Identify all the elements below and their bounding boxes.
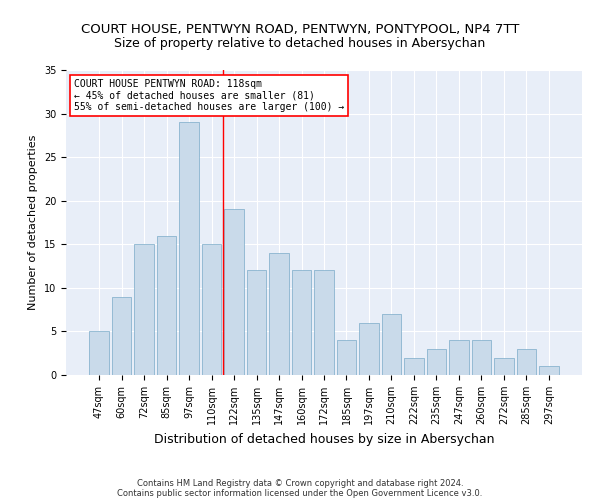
Bar bbox=[179, 122, 199, 375]
Text: COURT HOUSE, PENTWYN ROAD, PENTWYN, PONTYPOOL, NP4 7TT: COURT HOUSE, PENTWYN ROAD, PENTWYN, PONT… bbox=[81, 22, 519, 36]
Bar bbox=[292, 270, 311, 375]
Bar bbox=[494, 358, 514, 375]
Bar bbox=[382, 314, 401, 375]
Bar bbox=[89, 332, 109, 375]
Bar bbox=[269, 253, 289, 375]
Bar bbox=[134, 244, 154, 375]
Text: Contains public sector information licensed under the Open Government Licence v3: Contains public sector information licen… bbox=[118, 488, 482, 498]
Bar bbox=[157, 236, 176, 375]
Bar bbox=[449, 340, 469, 375]
Bar bbox=[427, 349, 446, 375]
Text: Size of property relative to detached houses in Abersychan: Size of property relative to detached ho… bbox=[115, 38, 485, 51]
X-axis label: Distribution of detached houses by size in Abersychan: Distribution of detached houses by size … bbox=[154, 432, 494, 446]
Bar bbox=[539, 366, 559, 375]
Y-axis label: Number of detached properties: Number of detached properties bbox=[28, 135, 38, 310]
Bar bbox=[472, 340, 491, 375]
Bar bbox=[404, 358, 424, 375]
Bar bbox=[247, 270, 266, 375]
Bar bbox=[202, 244, 221, 375]
Bar bbox=[314, 270, 334, 375]
Bar bbox=[224, 210, 244, 375]
Bar bbox=[337, 340, 356, 375]
Bar bbox=[517, 349, 536, 375]
Text: COURT HOUSE PENTWYN ROAD: 118sqm
← 45% of detached houses are smaller (81)
55% o: COURT HOUSE PENTWYN ROAD: 118sqm ← 45% o… bbox=[74, 79, 344, 112]
Bar bbox=[359, 322, 379, 375]
Text: Contains HM Land Registry data © Crown copyright and database right 2024.: Contains HM Land Registry data © Crown c… bbox=[137, 478, 463, 488]
Bar bbox=[112, 296, 131, 375]
